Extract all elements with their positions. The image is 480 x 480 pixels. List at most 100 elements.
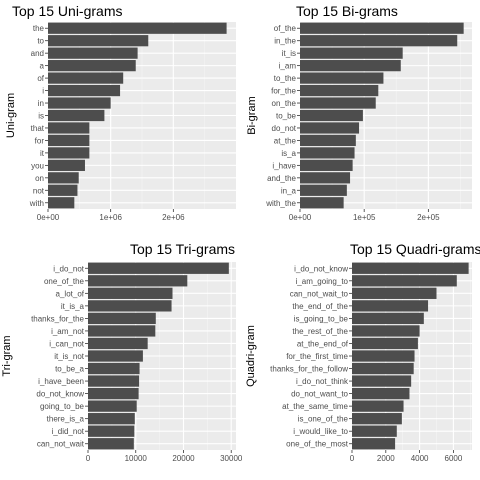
- quadri-bar-the_rest_of_the: [352, 325, 420, 337]
- quadri-chart-title: Top 15 Quadri-grams: [350, 241, 480, 257]
- bi-y-tick-label: i_am: [279, 62, 297, 71]
- quadri-y-tick-label: i_would_like_to: [293, 427, 348, 436]
- uni-y-tick-label: i: [42, 87, 44, 96]
- uni-bar-and: [48, 47, 138, 59]
- uni-y-tick-label: for: [35, 136, 45, 145]
- tri-bar-i_do_not: [88, 262, 229, 274]
- uni-y-tick-label: in: [38, 99, 44, 108]
- quadri-y-tick-label: do_not_want_to: [291, 390, 348, 399]
- quadri-bar-the_end_of_the: [352, 300, 429, 312]
- quadri-bar-at_the_end_of: [352, 337, 418, 350]
- bi-y-tick-label: is_a: [281, 149, 296, 158]
- bi-y-tick-label: on_the: [272, 99, 297, 108]
- tri-bar-i_did_not: [88, 425, 135, 437]
- uni-y-tick-label: on: [35, 174, 44, 183]
- quadri-x-tick-label: 2000: [377, 454, 395, 463]
- uni-y-tick-label: a: [40, 62, 45, 71]
- uni-y-tick-label: of: [37, 74, 44, 83]
- uni-y-tick-label: it: [40, 149, 45, 158]
- bi-bar-it_is: [300, 47, 403, 59]
- quadri-y-tick-label: i_am_going_to: [296, 277, 349, 286]
- bi-gram-chart: of_the in_the it_is i_am to_the for_the on_the…: [246, 3, 472, 222]
- tri-bar-can_not_wait: [88, 438, 134, 450]
- quadri-y-tick-label: for_the_first_time: [286, 352, 348, 361]
- bi-y-tick-label: at_the: [274, 136, 297, 145]
- quadri-gram-chart: i_do_not_know i_am_going_to can_not_wait_t…: [245, 241, 480, 463]
- quadri-bar-is_going_to_be: [352, 312, 424, 325]
- tri-y-tick-label: i_have_been: [38, 377, 84, 386]
- uni-y-tick-label: and: [31, 49, 44, 58]
- quadri-y-tick-label: is_one_of_the: [298, 415, 349, 424]
- bi-y-tick-label: for_the: [271, 87, 296, 96]
- tri-y-tick-label: thanks_for_the: [31, 314, 84, 323]
- uni-bar-of: [48, 72, 124, 84]
- bi-y-tick-label: in_a: [281, 186, 297, 195]
- tri-y-tick-label: a_lot_of: [56, 289, 85, 298]
- bi-x-tick-label: 1e+05: [353, 213, 376, 222]
- bi-y-tick-label: do_not: [272, 124, 297, 133]
- bi-bar-with_the: [300, 197, 344, 209]
- tri-bar-thanks_for_the: [88, 312, 156, 325]
- bi-bar-at_the: [300, 134, 356, 147]
- bi-bar-in_the: [300, 35, 458, 47]
- quadri-x-tick-label: 0: [350, 454, 355, 463]
- uni-y-tick-label: that: [31, 124, 45, 133]
- bi-bar-to_the: [300, 72, 384, 84]
- uni-y-tick-label: not: [33, 186, 45, 195]
- quadri-bar-i_would_like_to: [352, 425, 397, 437]
- quadri-y-tick-label: one_of_the_most: [286, 440, 349, 449]
- tri-y-tick-label: i_am_not: [51, 327, 85, 336]
- tri-bar-it_is_not: [88, 350, 143, 362]
- tri-y-tick-label: going_to_be: [40, 402, 85, 411]
- quadri-bar-i_am_going_to: [352, 275, 457, 287]
- tri-bar-one_of_the: [88, 275, 188, 287]
- tri-y-tick-label: there_is_a: [47, 415, 85, 424]
- tri-y-tick-label: i_do_not: [53, 264, 84, 273]
- tri-bar-to_be_a: [88, 362, 140, 375]
- tri-y-tick-label: it_is_not: [54, 352, 85, 361]
- tri-y-tick-label: one_of_the: [44, 277, 85, 286]
- uni-bar-that: [48, 122, 90, 134]
- bi-bar-do_not: [300, 122, 360, 134]
- bi-y-tick-label: with_the: [265, 199, 296, 208]
- quadri-y-tick-label: the_rest_of_the: [292, 327, 348, 336]
- tri-y-tick-label: i_did_not: [52, 427, 85, 436]
- quadri-bar-is_one_of_the: [352, 413, 402, 425]
- bi-bar-for_the: [300, 84, 379, 97]
- uni-x-tick-label: 1e+06: [99, 213, 122, 222]
- uni-bar-the: [48, 22, 227, 34]
- quadri-bar-do_not_want_to: [352, 387, 410, 400]
- quadri-bar-thanks_for_the_follow: [352, 362, 414, 375]
- tri-gram-chart: i_do_not one_of_the a_lot_of it_is_a thanks_…: [1, 241, 243, 463]
- quadri-y-tick-label: the_end_of_the: [292, 302, 348, 311]
- bi-bar-on_the: [300, 97, 376, 109]
- quadri-x-tick-label: 4000: [411, 454, 429, 463]
- quadri-bar-i_do_not_know: [352, 262, 469, 274]
- uni-y-tick-label: the: [33, 24, 45, 33]
- tri-bar-there_is_a: [88, 413, 135, 425]
- uni-bar-it: [48, 147, 90, 159]
- uni-y-tick-label: you: [31, 161, 44, 170]
- uni-bar-for: [48, 134, 90, 147]
- uni-bar-not: [48, 184, 78, 196]
- quadri-y-tick-label: at_the_same_time: [282, 402, 348, 411]
- quadri-bar-one_of_the_most: [352, 438, 396, 450]
- bi-y-tick-label: it_is: [282, 49, 296, 58]
- uni-y-axis-label: Uni-gram: [5, 93, 17, 138]
- bi-x-tick-label: 2e+05: [417, 213, 440, 222]
- quadri-bar-at_the_same_time: [352, 400, 404, 412]
- bi-y-axis-label: Bi-gram: [246, 96, 258, 135]
- uni-y-tick-label: is: [38, 112, 44, 121]
- tri-x-tick-label: 20000: [172, 454, 195, 463]
- quadri-y-tick-label: i_do_not_think: [296, 377, 349, 386]
- uni-bar-in: [48, 97, 111, 109]
- bi-chart-title: Top 15 Bi-grams: [296, 3, 398, 19]
- uni-bar-with: [48, 197, 75, 209]
- tri-y-tick-label: can_not_wait: [37, 440, 85, 449]
- tri-bar-i_can_not: [88, 337, 148, 350]
- bi-bar-i_have: [300, 159, 353, 171]
- bi-bar-is_a: [300, 147, 355, 159]
- tri-bar-it_is_a: [88, 300, 172, 312]
- tri-y-tick-label: to_be_a: [55, 365, 84, 374]
- quadri-y-tick-label: at_the_end_of: [297, 339, 349, 348]
